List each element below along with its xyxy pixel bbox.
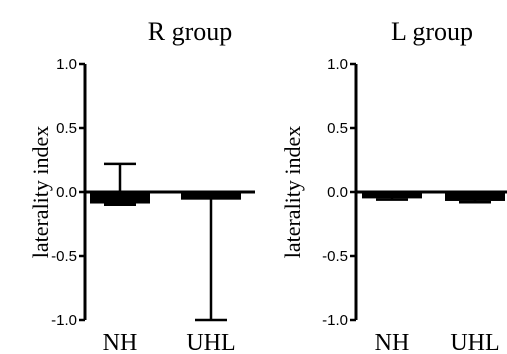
y-axis-title: laterality index: [280, 126, 305, 259]
y-tick-label: -0.5: [51, 248, 77, 265]
y-tick-label: 1.0: [327, 56, 348, 73]
chart-title: R group: [148, 17, 233, 46]
y-tick-label: 0.5: [56, 120, 77, 137]
category-label-uhl: UHL: [186, 330, 235, 354]
y-tick-label: 0.0: [56, 184, 77, 201]
category-label-nh: NH: [375, 330, 410, 354]
y-tick-label: 0.5: [327, 120, 348, 137]
y-tick-label: -1.0: [322, 312, 348, 329]
chart-panel-r-group: R group laterality index 1.0 0.5 0.0 -0.5 -1…: [28, 17, 255, 354]
y-tick-label: 0.0: [327, 184, 348, 201]
chart-title: L group: [391, 17, 473, 46]
y-tick-label: 1.0: [56, 56, 77, 73]
y-axis-title: laterality index: [28, 126, 53, 259]
category-label-uhl: UHL: [450, 330, 499, 354]
category-label-nh: NH: [103, 330, 138, 354]
chart-panel-l-group: L group laterality index 1.0 0.5 0.0 -0.5 -1…: [280, 17, 507, 354]
y-tick-label: -0.5: [322, 248, 348, 265]
y-tick-label: -1.0: [51, 312, 77, 329]
